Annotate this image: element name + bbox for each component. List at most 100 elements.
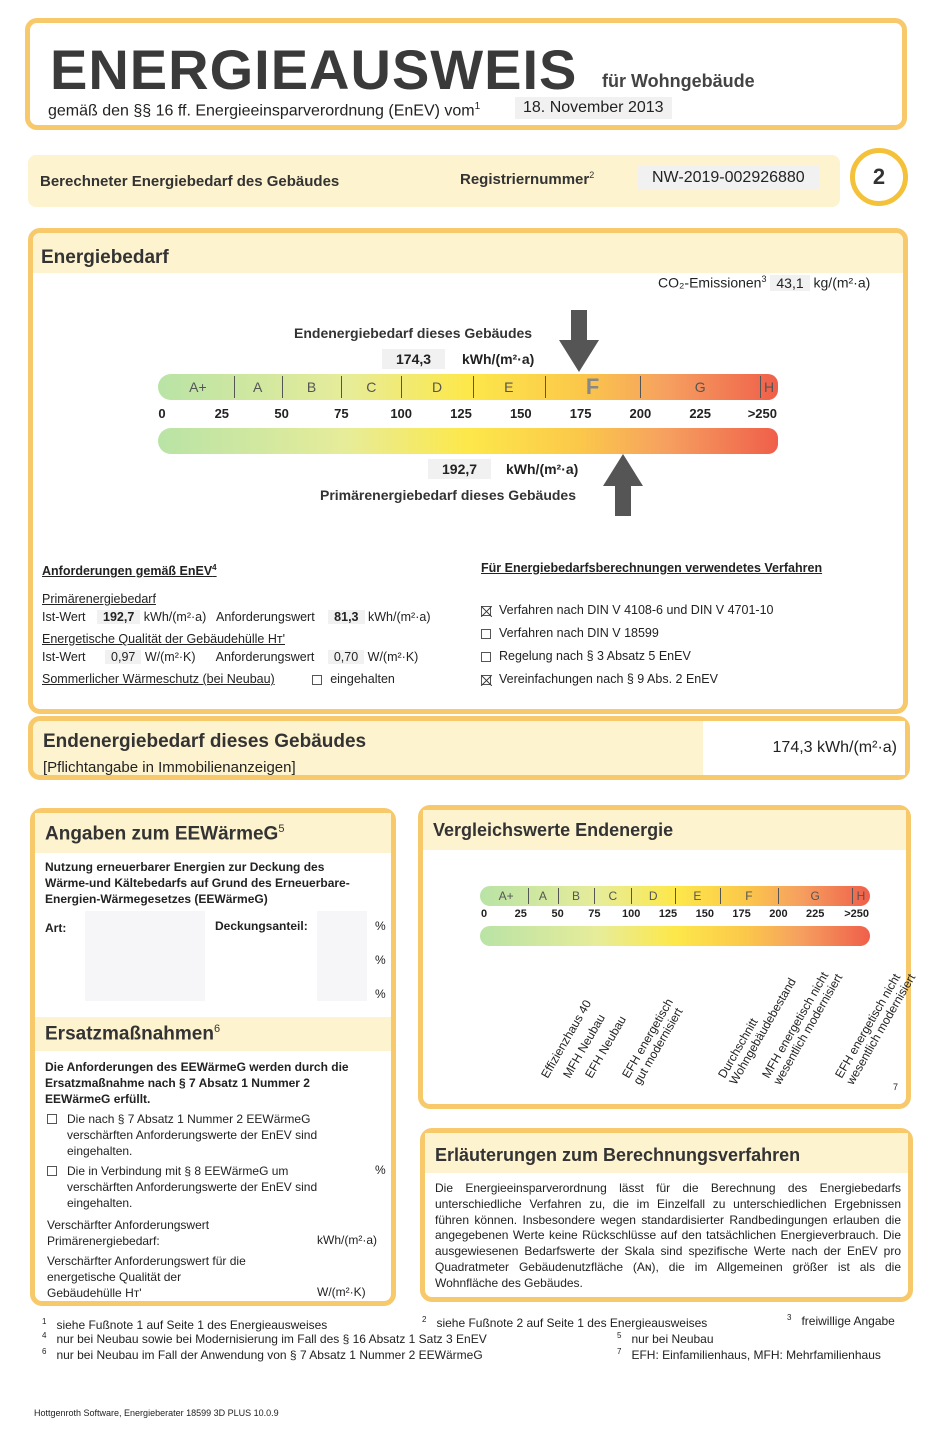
- ist-primary: 192,7: [97, 610, 141, 625]
- footnote-number: 1: [42, 1317, 47, 1326]
- class-divider: [472, 376, 474, 398]
- art-field[interactable]: [85, 911, 205, 1001]
- footnote-number: 6: [42, 1347, 47, 1356]
- law-reference: gemäß den §§ 16 ff. Energieeinsparverord…: [48, 101, 480, 120]
- scale-bottom-bar: [480, 926, 870, 946]
- ersatz-option-1[interactable]: Die nach § 7 Absatz 1 Nummer 2 EEWärmeG …: [45, 1111, 335, 1159]
- checkbox[interactable]: [47, 1166, 57, 1176]
- method-item[interactable]: Verfahren nach DIN V 18599: [481, 626, 822, 640]
- method-item[interactable]: Vereinfachungen nach § 9 Abs. 2 EnEV: [481, 672, 822, 686]
- class-divider: [528, 888, 530, 904]
- footnote: 6 nur bei Neubau im Fall der Anwendung vo…: [42, 1347, 483, 1362]
- class-divider: [401, 376, 403, 398]
- calc-demand-label: Berechneter Energiebedarf des Gebäudes: [40, 173, 340, 190]
- ersatz-sup: 6: [213, 1023, 221, 1035]
- footnote-text: freiwillige Angabe: [801, 1314, 895, 1328]
- footnote-text: nur bei Neubau im Fall der Anwendung von…: [56, 1348, 483, 1362]
- footnote: 3 freiwillige Angabe: [787, 1313, 895, 1328]
- class-divider: [233, 376, 235, 398]
- co2-label: CO₂-Emissionen: [658, 274, 762, 291]
- eew-intro: Nutzung erneuerbarer Energien zur Deckun…: [45, 860, 350, 906]
- method-checkbox[interactable]: [481, 674, 491, 685]
- energy-class-c: C: [366, 379, 377, 395]
- reg-label-text: Registriernummer: [460, 171, 590, 188]
- anf-label-2: Anforderungswert: [215, 650, 315, 665]
- scale-tick: 125: [658, 908, 678, 920]
- comparison-labels: Effizienzhaus 40 MFH Neubau EFH Neubau EFH …: [480, 944, 918, 1087]
- req-title-text: Anforderungen gemäß EnEV: [42, 564, 213, 579]
- ersatz-intro: Die Anforderungen des EEWärmeG werden du…: [45, 1060, 349, 1106]
- energy-class-e: E: [504, 379, 514, 395]
- energy-class-g: G: [694, 379, 706, 395]
- eewaermeg-panel: Angaben zum EEWärmeG5 Nutzung erneuerbar…: [30, 808, 396, 1306]
- method-checkbox[interactable]: [481, 651, 491, 662]
- explanation-title: Erläuterungen zum Berechnungsverfahren: [425, 1133, 908, 1173]
- footnote: 4 nur bei Neubau sowie bei Modernisierung…: [42, 1331, 487, 1346]
- primary-energy-label: Primärenergiebedarf dieses Gebäudes: [320, 487, 576, 503]
- anf-primary: 81,3: [328, 610, 365, 625]
- energy-class-d: D: [432, 379, 443, 395]
- method-item[interactable]: Regelung nach § 3 Absatz 5 EnEV: [481, 649, 822, 663]
- class-divider: [778, 888, 780, 904]
- art-label: Art:: [45, 921, 67, 935]
- footnote-number: 5: [617, 1331, 622, 1340]
- unit-hull-2: W/(m²·K): [367, 650, 419, 665]
- v1-label: Verschärfter Anforderungswert Primärener…: [47, 1218, 210, 1248]
- energy-class-b: B: [306, 379, 317, 395]
- co2-value: 43,1: [770, 274, 810, 291]
- method-checkbox[interactable]: [481, 628, 491, 639]
- summer-row: Sommerlicher Wärmeschutz (bei Neubau) ei…: [42, 672, 472, 686]
- eew-title-text: Angaben zum EEWärmeG: [45, 823, 279, 845]
- deck-field[interactable]: [317, 911, 367, 1001]
- method-label: Verfahren nach DIN V 18599: [499, 626, 659, 640]
- class-divider: [675, 888, 677, 904]
- issue-date: 18. November 2013: [515, 97, 672, 119]
- reg-sup: 2: [589, 170, 595, 180]
- energy-class-c: C: [608, 889, 618, 903]
- ist-label: Ist-Wert: [42, 610, 86, 625]
- final-energy-strip: Endenergiebedarf dieses Gebäudes [Pflich…: [28, 716, 910, 780]
- page-number-badge: 2: [850, 148, 908, 206]
- document-subtitle: für Wohngebäude: [602, 71, 755, 91]
- v1-unit: kWh/(m²·a): [317, 1233, 377, 1247]
- option-1-label: Die nach § 7 Absatz 1 Nummer 2 EEWärmeG …: [67, 1112, 318, 1158]
- explanation-panel: Erläuterungen zum Berechnungsverfahren D…: [420, 1128, 913, 1302]
- co2-sup: 3: [761, 274, 767, 284]
- method-title: Für Energiebedarfsberechnungen verwendet…: [481, 561, 823, 575]
- summer-checkbox[interactable]: [312, 674, 323, 685]
- class-divider: [760, 376, 761, 398]
- strip-value: 174,3 kWh/(m²·a): [703, 721, 905, 775]
- ersatz-option-2[interactable]: Die in Verbindung mit § 8 EEWärmeG um ve…: [45, 1163, 335, 1211]
- pct-4: %: [375, 1163, 386, 1177]
- pct-2: %: [375, 953, 386, 967]
- law-sup: 1: [474, 101, 481, 112]
- requirements-section: Anforderungen gemäß EnEV4 Primärenergieb…: [42, 563, 472, 686]
- footnote-number: 7: [617, 1347, 622, 1356]
- final-energy-value: 174,3: [382, 349, 446, 369]
- unit-hull: W/(m²·K): [144, 650, 196, 665]
- v2-label: Verschärfter Anforderungswert für die en…: [47, 1254, 246, 1300]
- scale-top-bar: [480, 886, 870, 906]
- comparison-label: EFH energetisch nicht wesentlich moderni…: [832, 971, 919, 1087]
- footnote-text: nur bei Neubau sowie bei Modernisierung …: [56, 1332, 487, 1346]
- scale-tick: 225: [806, 908, 825, 920]
- anf-hull: 0,70: [327, 650, 365, 665]
- energy-class-f: F: [745, 889, 753, 903]
- header-box: ENERGIEAUSWEIS für Wohngebäude gemäß den…: [25, 18, 907, 130]
- class-divider: [594, 888, 596, 904]
- method-item[interactable]: Verfahren nach DIN V 4108-6 und DIN V 47…: [481, 603, 822, 617]
- scale-tick: 50: [551, 908, 564, 920]
- primary-energy-value: 192,7: [428, 459, 492, 479]
- checkbox[interactable]: [47, 1114, 57, 1124]
- class-divider: [640, 376, 642, 398]
- energy-demand-title: Energiebedarf: [33, 233, 903, 273]
- scale-tick: 225: [689, 406, 712, 421]
- law-text: gemäß den §§ 16 ff. Energieeinsparverord…: [48, 102, 475, 120]
- footnote-number: 2: [422, 1315, 427, 1324]
- scale-tick: 150: [695, 908, 714, 920]
- method-checkbox[interactable]: [481, 605, 491, 616]
- v2-unit: W/(m²·K): [317, 1285, 366, 1299]
- footnote-text: siehe Fußnote 1 auf Seite 1 des Energiea…: [56, 1318, 328, 1332]
- anf-label: Anforderungswert: [216, 610, 315, 625]
- explanation-text: Die Energieeinsparverordnung lässt für d…: [435, 1181, 901, 1290]
